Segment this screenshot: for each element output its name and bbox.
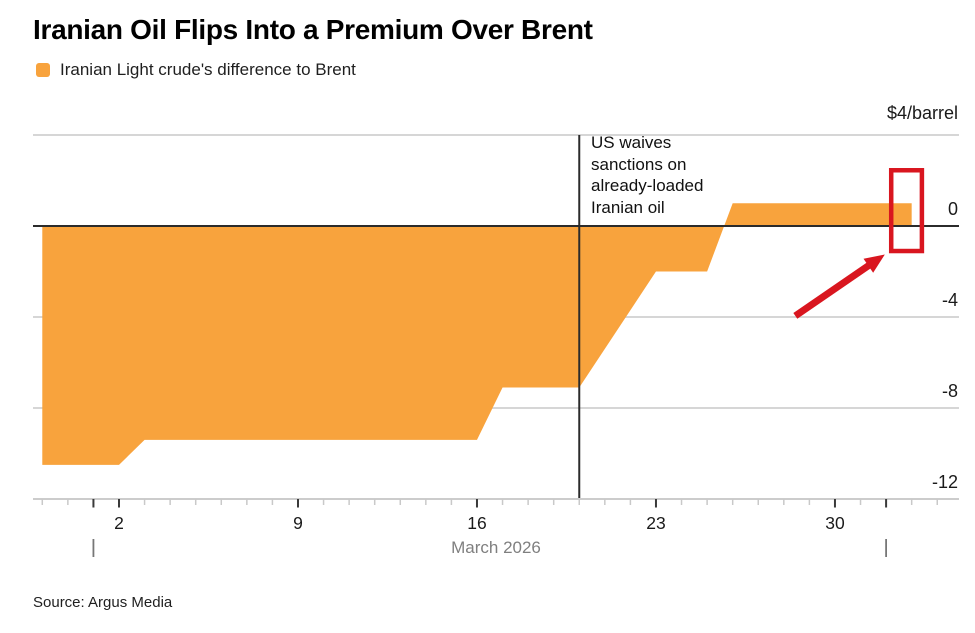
y-axis-unit-label: $4/barrel bbox=[886, 103, 958, 123]
highlight-box bbox=[888, 168, 925, 254]
chart-title: Iranian Oil Flips Into a Premium Over Br… bbox=[33, 14, 593, 45]
legend-swatch-icon bbox=[36, 63, 50, 77]
series-area bbox=[42, 203, 912, 465]
x-tick-label: 30 bbox=[825, 513, 845, 533]
source-note: Source: Argus Media bbox=[33, 594, 173, 611]
x-tick-label: 2 bbox=[114, 513, 124, 533]
x-tick-label: 23 bbox=[646, 513, 665, 533]
x-tick-label: 9 bbox=[293, 513, 303, 533]
y-tick-label: 0 bbox=[948, 199, 958, 219]
y-tick-label: -4 bbox=[942, 290, 958, 310]
legend-label: Iranian Light crude's difference to Bren… bbox=[60, 60, 356, 79]
x-axis-month-label: March 2026 bbox=[451, 538, 541, 557]
y-tick-label: -8 bbox=[942, 381, 958, 401]
highlight-arrow-line bbox=[793, 261, 872, 319]
x-tick-label: 16 bbox=[467, 513, 486, 533]
y-tick-label: -12 bbox=[932, 472, 958, 492]
legend: Iranian Light crude's difference to Bren… bbox=[36, 60, 356, 80]
event-annotation-text: US waives sanctions on already-loaded Ir… bbox=[591, 133, 704, 217]
highlight-arrow-head bbox=[863, 254, 885, 273]
